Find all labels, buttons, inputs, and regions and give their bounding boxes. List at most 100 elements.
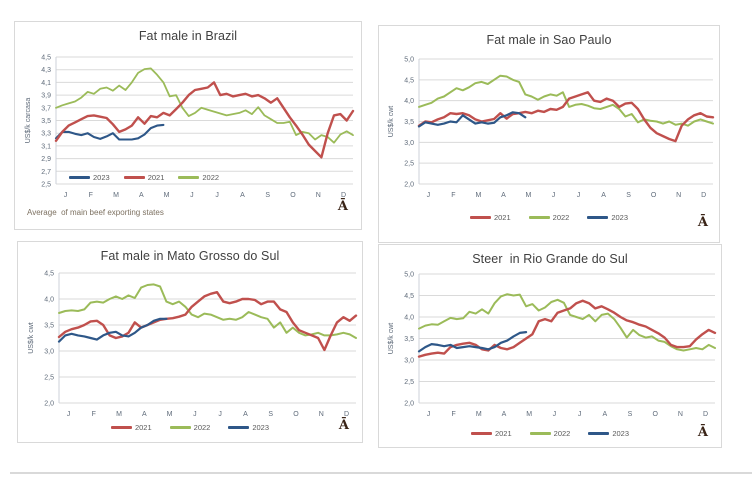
legend-label: 2021: [493, 213, 511, 222]
x-month-label: J: [577, 192, 581, 199]
chart-title: Fat male in Mato Grosso do Sul: [100, 249, 280, 263]
legend-line-swatch: [110, 426, 132, 429]
legend-item-2021: 2021: [123, 173, 165, 182]
series-line-2022: [58, 283, 357, 339]
x-month-label: M: [526, 192, 532, 199]
legend-label: 2022: [202, 173, 220, 182]
legend-item-2022: 2022: [529, 429, 570, 438]
legend-item-2023: 2023: [587, 213, 628, 222]
chart-canvas: 2,0 2,5 3,0 3,5 4,0 4,5 J F M A M J J A S O N D US$/k cwt: [28, 271, 358, 418]
x-month-label: A: [139, 192, 144, 199]
x-month-label: J: [67, 411, 71, 418]
y-tick-label: 2,9: [41, 156, 51, 163]
y-tick-label: 2,0: [404, 401, 414, 408]
legend-line-swatch: [470, 432, 492, 435]
chart-card-brazil: Fat male in Brazil 2,5 2,7 2,9 3,1 3,3 3,5 3,7…: [14, 21, 362, 230]
x-month-label: M: [476, 192, 482, 199]
chart-card-sao-paulo: Fat male in Sao Paulo 2,0 2,5 3,0 3,5 4,0 4,5…: [378, 25, 720, 243]
x-month-label: A: [602, 411, 607, 418]
y-tick-label: 2,5: [404, 161, 414, 168]
x-month-label: F: [451, 411, 455, 418]
legend-line-swatch: [587, 216, 609, 219]
y-axis-title: US$/k cwt: [388, 323, 395, 355]
chart-legend: 2023 2021 2022: [69, 173, 219, 182]
legend-line-swatch: [228, 426, 250, 429]
x-month-label: J: [218, 411, 222, 418]
x-month-label: A: [240, 192, 245, 199]
x-month-label: F: [92, 411, 96, 418]
chart-canvas: 2,0 2,5 3,0 3,5 4,0 4,5 5,0 J F M A M J J A S O N D US$/k c…: [388, 57, 715, 199]
x-month-label: J: [553, 411, 557, 418]
legend-label: 2023: [612, 429, 630, 438]
series-line-2022: [418, 293, 716, 352]
x-month-label: J: [215, 192, 219, 199]
y-tick-label: 3,3: [41, 131, 51, 138]
chart-legend: 2021 2022 2023: [379, 213, 719, 222]
series-line-2021: [417, 91, 715, 143]
chart-plot-area: 2,5 2,7 2,9 3,1 3,3 3,5 3,7 3,9 4,1 4,3 4,5 J F M A M J J…: [15, 44, 361, 214]
legend-line-swatch: [588, 432, 610, 435]
series-line-2023: [417, 111, 527, 128]
legend-label: 2023: [93, 173, 110, 182]
y-tick-label: 3,5: [404, 119, 414, 126]
x-month-label: F: [89, 192, 93, 199]
y-tick-label: 3,5: [44, 323, 54, 330]
x-month-label: A: [501, 192, 506, 199]
y-tick-label: 3,9: [41, 93, 51, 100]
y-tick-label: 4,1: [41, 80, 51, 87]
x-month-label: D: [703, 411, 708, 418]
y-tick-label: 2,5: [41, 182, 51, 189]
y-tick-label: 2,7: [41, 169, 51, 176]
x-month-label: F: [451, 192, 455, 199]
y-tick-label: 2,0: [404, 182, 414, 189]
x-month-label: S: [628, 411, 633, 418]
y-axis-title: US$/k carcasa: [25, 98, 32, 144]
x-month-label: O: [651, 192, 657, 199]
x-month-label: J: [552, 192, 556, 199]
x-month-label: M: [526, 411, 532, 418]
legend-item-2022: 2022: [169, 423, 211, 432]
legend-label: 2022: [552, 213, 570, 222]
series-line-2021: [417, 299, 717, 358]
x-month-label: S: [265, 192, 270, 199]
series-line-2023: [54, 123, 165, 141]
y-tick-label: 4,0: [404, 98, 414, 105]
logo-placeholder-glyph: Ā: [338, 418, 349, 433]
series-line-2023: [57, 317, 168, 343]
series-line-2023: [417, 330, 528, 353]
y-tick-label: 4,5: [41, 55, 51, 62]
x-month-label: M: [113, 192, 119, 199]
x-month-label: D: [341, 192, 346, 199]
x-month-label: J: [427, 411, 431, 418]
x-month-label: S: [268, 411, 273, 418]
x-month-label: D: [344, 411, 349, 418]
x-month-label: J: [64, 192, 68, 199]
legend-item-2023: 2023: [69, 173, 110, 182]
legend-label: 2022: [193, 423, 211, 432]
y-tick-label: 4,5: [404, 77, 414, 84]
series-line-2022: [55, 67, 354, 144]
legend-item-2023: 2023: [228, 423, 269, 432]
y-tick-label: 3,7: [41, 105, 51, 112]
x-month-label: N: [678, 411, 683, 418]
x-month-label: N: [676, 192, 681, 199]
chart-plot-area: 2,0 2,5 3,0 3,5 4,0 4,5 J F M A M J J A S O N D US$/k cwt: [18, 264, 362, 428]
logo-placeholder-glyph: Ā: [337, 199, 348, 214]
x-month-label: J: [193, 411, 197, 418]
bottom-divider-line: [10, 472, 752, 474]
legend-line-swatch: [123, 176, 145, 179]
y-tick-label: 5,0: [404, 272, 414, 279]
y-tick-label: 4,5: [44, 271, 54, 278]
legend-item-2022: 2022: [528, 213, 570, 222]
chart-title: Fat male in Sao Paulo: [486, 33, 612, 47]
y-tick-label: 4,5: [404, 293, 414, 300]
y-tick-label: 3,0: [44, 349, 54, 356]
x-month-label: O: [293, 411, 299, 418]
chart-legend: 2021 2022 2023: [379, 429, 721, 438]
legend-item-2021: 2021: [469, 213, 511, 222]
legend-label: 2021: [147, 173, 165, 182]
legend-item-2022: 2022: [178, 173, 219, 182]
x-month-label: M: [164, 192, 170, 199]
x-month-label: A: [502, 411, 507, 418]
legend-item-2021: 2021: [470, 429, 512, 438]
